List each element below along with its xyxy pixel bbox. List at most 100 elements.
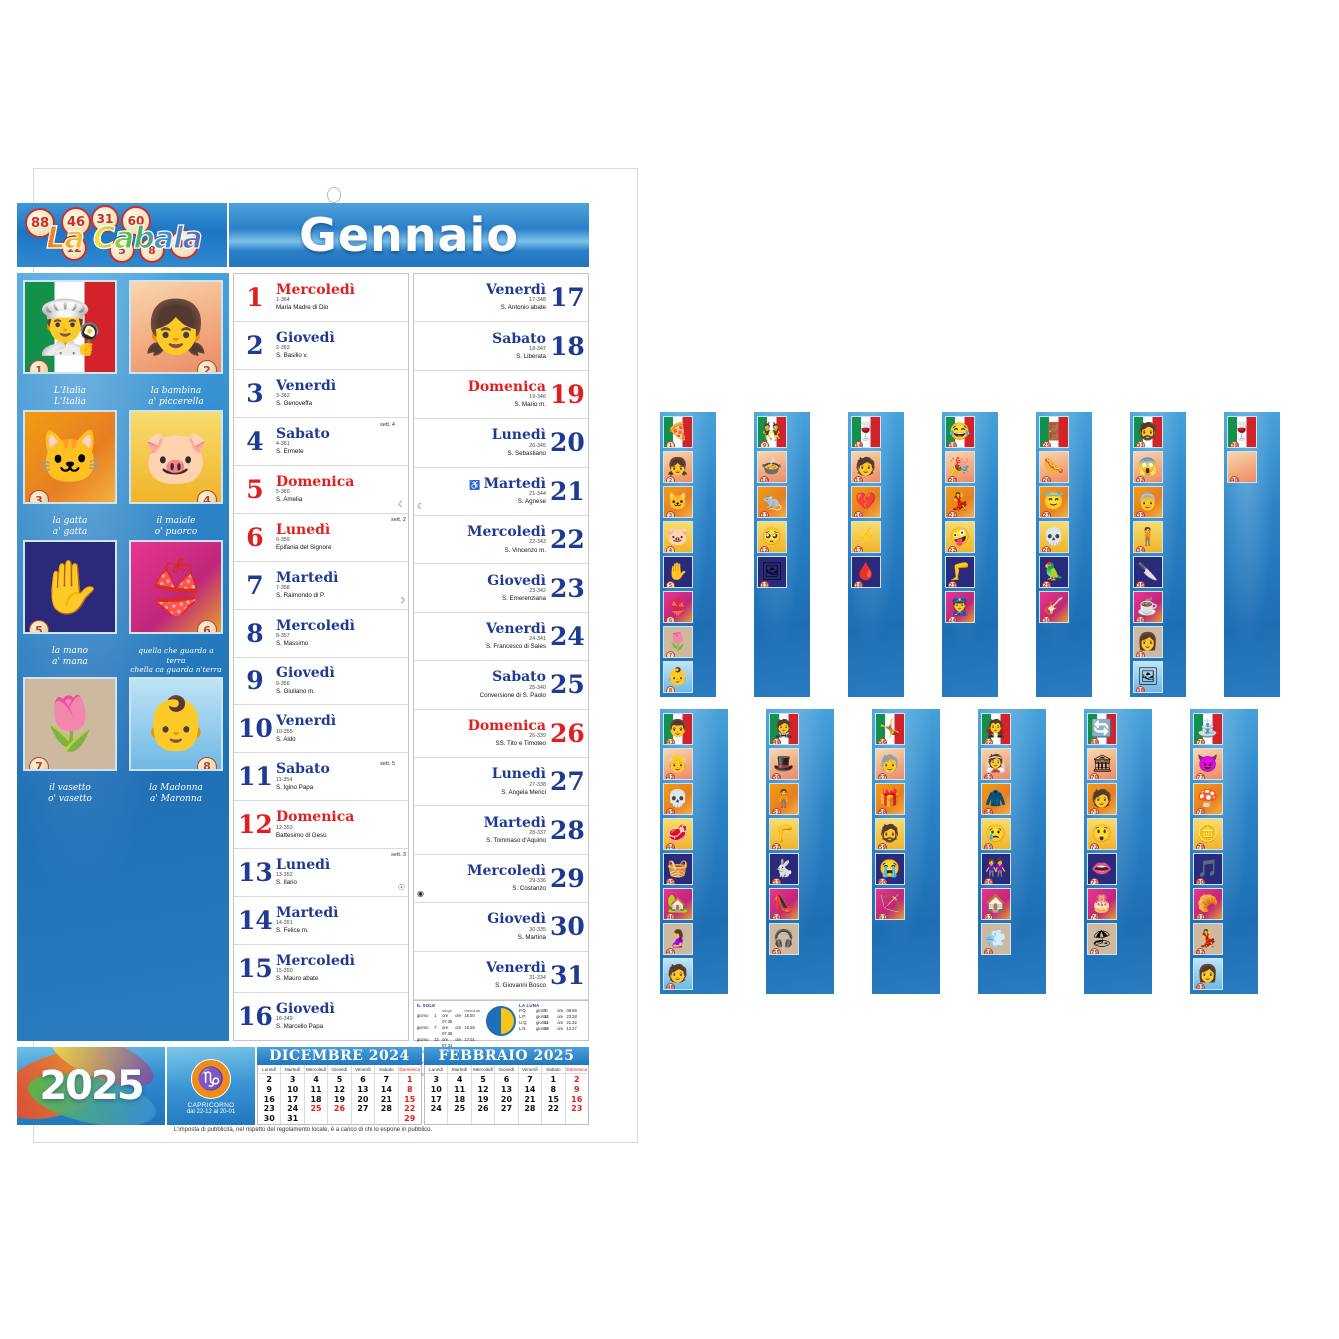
day-row[interactable]: 30 Giovedì 30-335 S. Martina [414,903,588,952]
mini-calendar-day[interactable]: 14 [380,1084,392,1094]
lament-icon[interactable]: 😭 60 [875,853,905,885]
mini-calendar-day[interactable]: 9 [266,1084,272,1094]
mini-calendar-day[interactable]: 21 [524,1094,536,1104]
mini-calendar-day[interactable]: 13 [500,1084,513,1094]
mouse-cheese-icon[interactable]: 🐀 11 [757,486,787,518]
day-row[interactable]: 9 Giovedì 9-356 S. Giuliano m. [234,658,408,706]
bad-man-icon[interactable]: 🧑 71 [1087,783,1117,815]
day-row[interactable]: 15 Mercoledì 15-350 S. Mauro abate [234,945,408,994]
smoke-icon[interactable]: 💨 68 [981,923,1011,955]
hunchback-icon[interactable]: 🧓 57 [875,748,905,780]
mini-calendar-day[interactable]: 3 [433,1075,439,1084]
dark-man-icon[interactable]: 🤵 49 [769,713,799,745]
crying-icon[interactable]: 😢 65 [981,818,1011,850]
mini-calendar-day[interactable]: 17 [430,1094,442,1104]
woman-red-icon[interactable]: 👩 83 [1193,958,1223,990]
meat-icon[interactable]: 🥩 44 [663,818,693,850]
day-row[interactable]: 2 Giovedì 2-363 S. Basilio v. [234,322,408,370]
mini-calendar-day[interactable]: 19 [477,1094,489,1104]
mini-calendar-day[interactable]: 27 [500,1104,513,1114]
mini-calendar-day[interactable]: 27 [357,1104,369,1114]
mini-calendar-day[interactable]: 13 [357,1084,369,1094]
bird-flowers-icon[interactable]: 🦜 29 [1039,556,1069,588]
coin-icon[interactable]: 🪙 79 [1193,818,1223,850]
mini-calendar-day[interactable]: 28 [524,1104,536,1114]
fountain-icon[interactable]: ⛲ 76 [1193,713,1223,745]
day-row[interactable]: 8 Mercoledì 8-357 S. Massimo [234,610,408,658]
sausage-icon[interactable]: 🌭 26 [1039,451,1069,483]
two-women-icon[interactable]: 👭 66 [981,853,1011,885]
fall-icon[interactable]: 🤸 56 [875,713,905,745]
mini-calendar-day[interactable]: 5 [336,1075,343,1084]
day-row[interactable]: 12 Domenica 12-353 Battesimo di Gesù [234,801,408,850]
day-row[interactable]: 5 Domenica 5-360 S. Amelia ☾ [234,466,408,514]
day-row[interactable]: 19 Domenica 19-346 S. Mario m. [414,371,588,420]
mini-calendar-day[interactable]: 24 [430,1104,442,1114]
mini-calendar-day[interactable]: 8 [550,1084,557,1094]
lips-icon[interactable]: 👄 73 [1087,853,1117,885]
skeleton-icon[interactable]: 💀 43 [663,783,693,815]
pig-icon[interactable]: 🐷 4 [663,521,693,553]
mini-calendar-day[interactable]: 25 [454,1104,466,1114]
surprise-icon[interactable]: 😲 72 [1087,818,1117,850]
bread-seller-icon[interactable]: 🎩 50 [769,748,799,780]
fat-man-icon[interactable]: 🧍 34 [1133,521,1163,553]
guitar-icon[interactable]: 🎸 30 [1039,591,1069,623]
skull-icon[interactable]: 💀 28 [1039,521,1069,553]
day-row[interactable]: 18 Sabato 18-347 S. Liberata [414,322,588,371]
day-row[interactable]: 17 Venerdì 17-348 S. Antonio abate [414,274,588,323]
gift-icon[interactable]: 🎁 58 [875,783,905,815]
cat-icon[interactable]: 🐱 3 [663,486,693,518]
mini-calendar-day[interactable]: 19 [333,1094,346,1104]
mini-calendar-day[interactable]: 7 [527,1075,533,1084]
upside-down-icon[interactable]: 🔄 69 [1087,713,1117,745]
drunk-icon[interactable]: 🍷 14 [851,416,881,448]
broken-heart-icon[interactable]: 💔 16 [851,486,881,518]
mini-calendar-day[interactable]: 10 [287,1084,299,1094]
monk-icon[interactable]: 🧔 31 [1133,416,1163,448]
day-row[interactable]: 10 Venerdì 10-355 S. Aldo [234,705,408,754]
jacket-icon[interactable]: 🧥 64 [981,783,1011,815]
mini-calendar-day[interactable]: 23 [263,1104,275,1114]
party-icon[interactable]: 🎉 20 [945,451,975,483]
old-woman-icon[interactable]: 👵 33 [1133,486,1163,518]
bread-basket-icon[interactable]: 🧺 45 [663,853,693,885]
scream-icon[interactable]: 😱 32 [1133,451,1163,483]
knife-icon[interactable]: 🔪 35 [1133,556,1163,588]
mini-calendar-day[interactable]: 12 [333,1084,346,1094]
mini-calendar-day[interactable]: 26 [477,1104,489,1114]
mini-calendar-day[interactable]: 10 [430,1084,442,1094]
day-row[interactable]: 4 Sabato 4-361 S. Ermete [234,418,408,466]
day-row[interactable]: 20 Lunedì 20-345 S. Sebastiano sett. 4 [380,419,588,468]
jesus-icon[interactable]: 😇 27 [1039,486,1069,518]
mini-calendar-day[interactable]: 14 [524,1084,536,1094]
mini-calendar-day[interactable]: 20 [357,1094,369,1104]
pregnant-woman-icon[interactable]: 🤰 47 [663,923,693,955]
coffee-pot-icon[interactable]: ☕ 36 [1133,591,1163,623]
day-row[interactable]: 22 Mercoledì 22-343 S. Vincenzo m. [414,516,588,565]
mini-calendar-day[interactable]: 31 [287,1114,299,1123]
mini-calendar-day[interactable]: 6 [360,1075,366,1084]
day-row[interactable]: 29 Mercoledì 29-336 S. Costanzo ◉ [414,855,588,904]
mini-calendar-day[interactable]: 23 [571,1104,583,1114]
young-man-icon[interactable]: 🧑 15 [851,451,881,483]
day-row[interactable]: 14 Martedì 14-351 S. Felice m. [234,897,408,946]
mini-calendar-day[interactable]: 26 [333,1104,346,1114]
vase-tulips-icon[interactable]: 🌷 7 [663,626,693,658]
hunter-icon[interactable]: 🏹 61 [875,888,905,920]
madonna-child-icon[interactable]: 👶 8 [663,661,693,693]
door-icon[interactable]: 🚪 25 [1039,416,1069,448]
dead-man-icon[interactable]: 🧛 62 [981,713,1011,745]
sant-antonio-icon[interactable]: 🖼 13 [757,556,787,588]
poor-man-icon[interactable]: 🧍 51 [769,783,799,815]
palace-icon[interactable]: 🏛 70 [1087,748,1117,780]
mini-calendar-day[interactable]: 18 [454,1094,466,1104]
house-icon[interactable]: 🏠 67 [981,888,1011,920]
mini-calendar-day[interactable]: 21 [380,1094,392,1104]
mini-calendar-day[interactable]: 22 [404,1104,416,1114]
bride-icon[interactable]: 👰 63 [981,748,1011,780]
mini-calendar-day[interactable]: 7 [383,1075,390,1084]
day-row[interactable]: 28 Martedì 28-337 S. Tommaso d'Aquino [414,806,588,855]
mushroom-icon[interactable]: 🍄 78 [1193,783,1223,815]
mini-calendar-day[interactable]: 8 [406,1084,413,1094]
